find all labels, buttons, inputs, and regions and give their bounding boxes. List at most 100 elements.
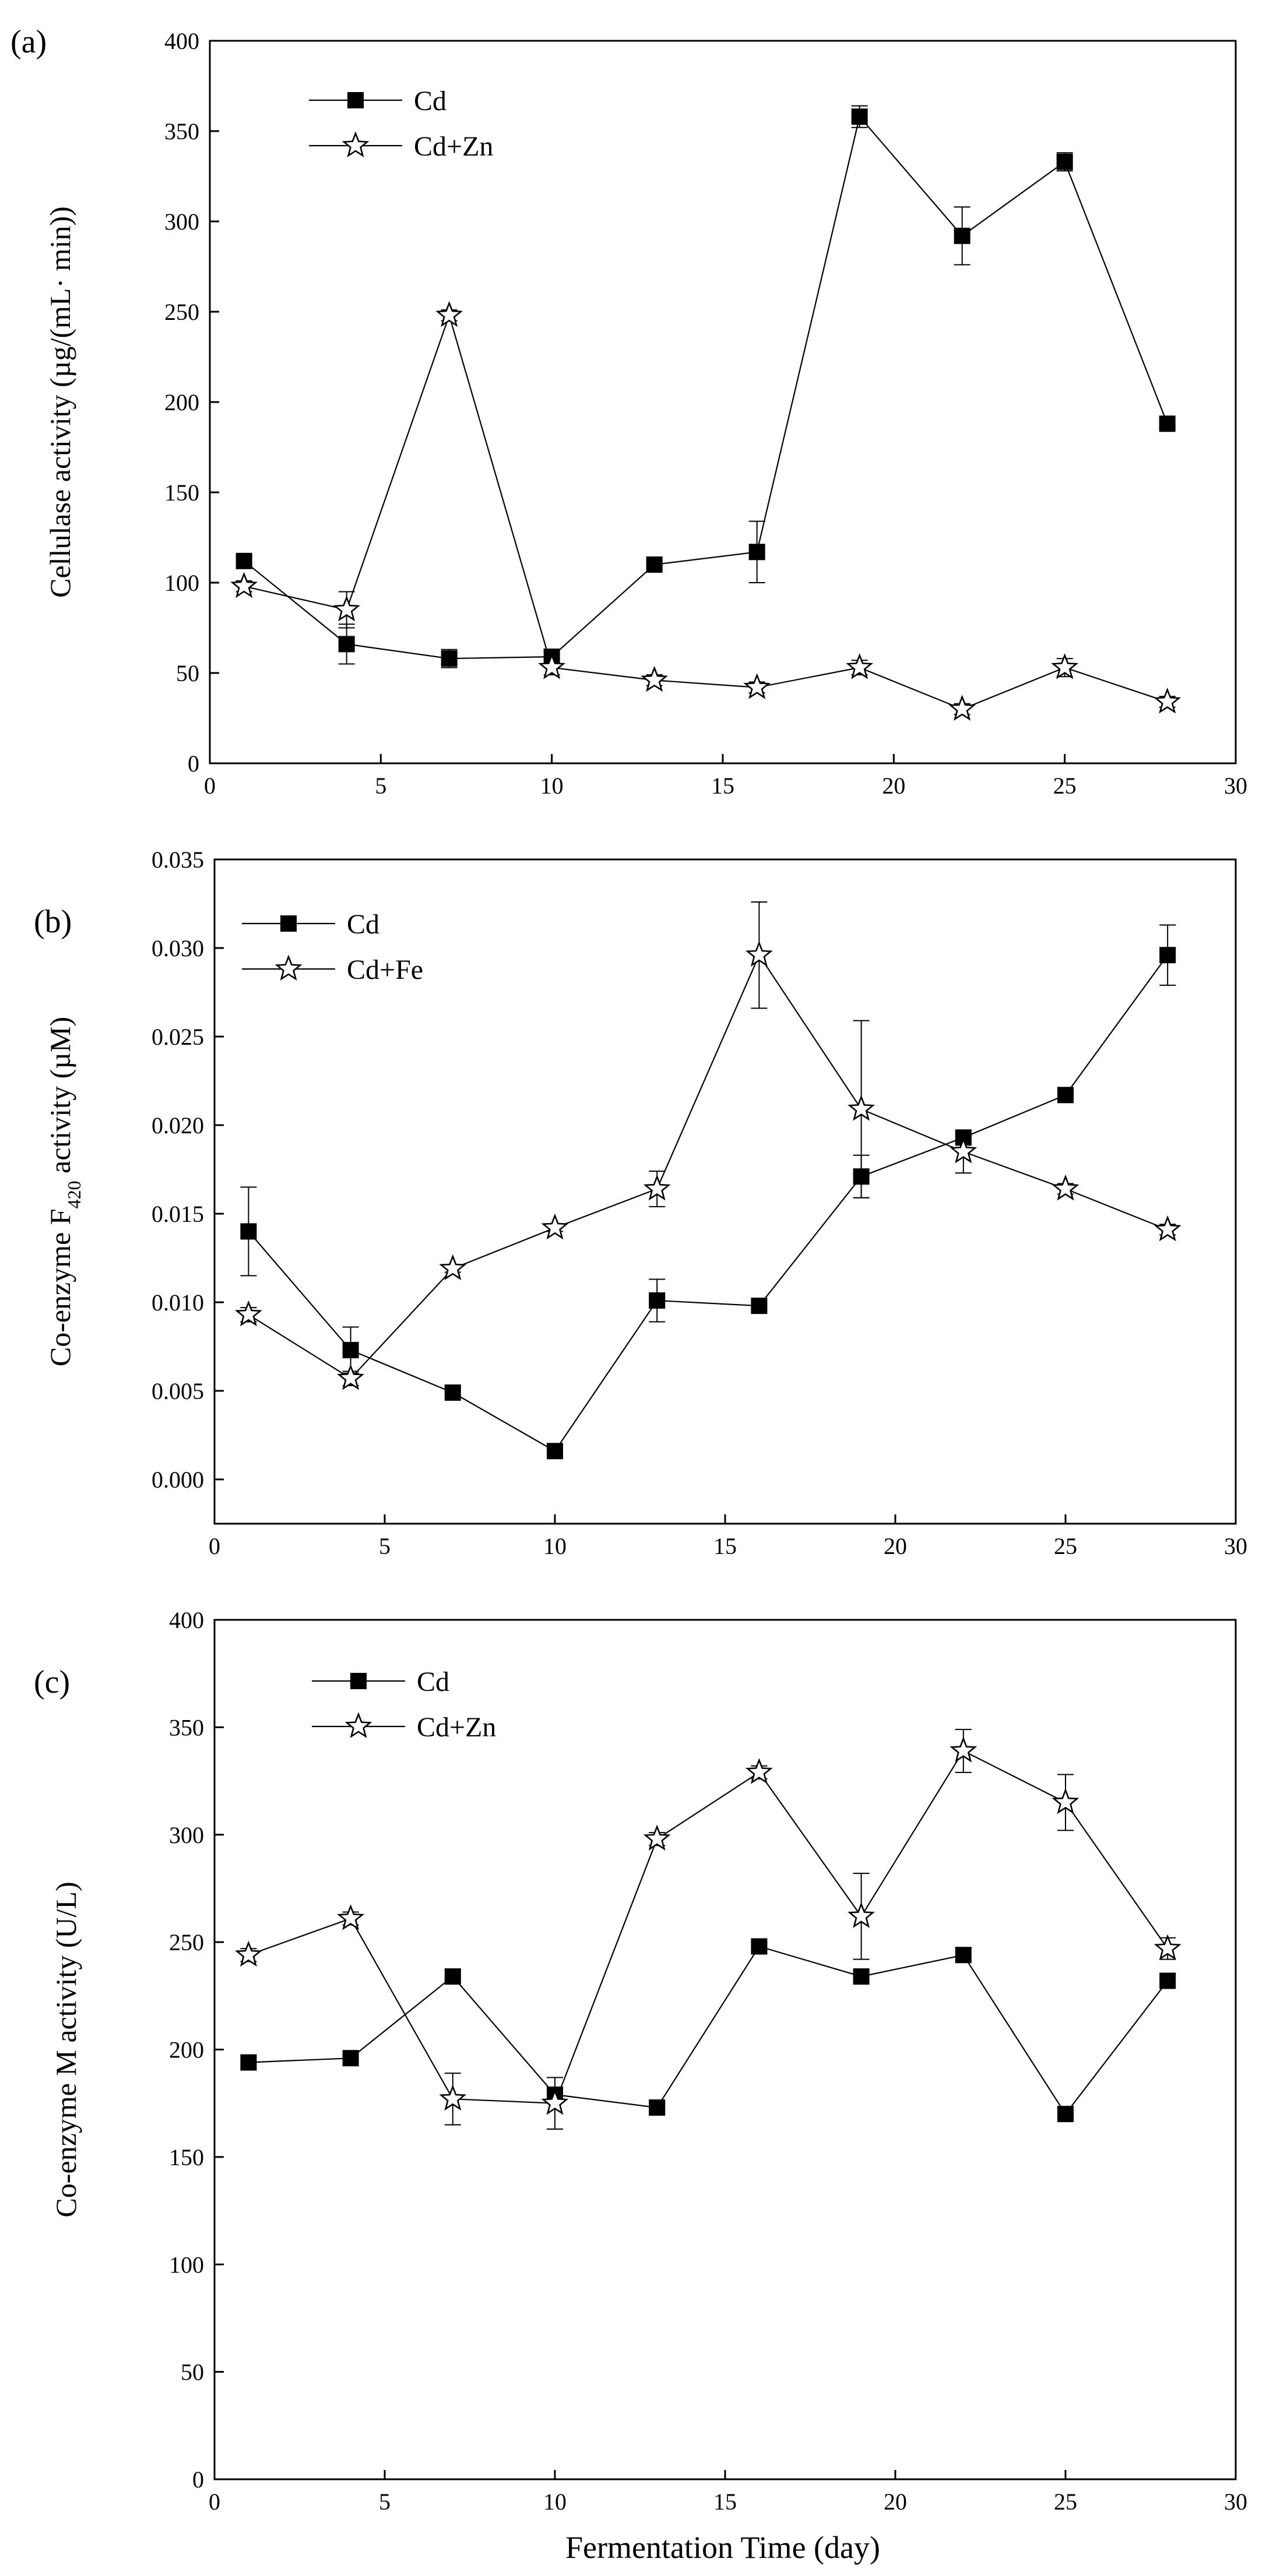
data-point xyxy=(1051,653,1079,679)
data-point xyxy=(1159,947,1176,964)
x-tick-label: 25 xyxy=(1054,2489,1077,2515)
panel-tag: (b) xyxy=(34,904,72,940)
series-line xyxy=(248,953,1168,1380)
data-point xyxy=(541,1213,569,1240)
data-point xyxy=(342,1342,359,1359)
legend-marker xyxy=(350,1673,367,1689)
legend-marker xyxy=(342,131,370,157)
legend-label: Cd xyxy=(414,86,446,117)
y-tick-label: 50 xyxy=(176,660,199,686)
y-tick-label: 350 xyxy=(169,1714,204,1740)
y-tick-label: 100 xyxy=(164,570,199,596)
y-tick-label: 0.010 xyxy=(152,1289,204,1316)
data-point xyxy=(851,108,868,125)
x-tick-label: 20 xyxy=(884,2489,907,2515)
data-point xyxy=(751,1938,768,1955)
x-tick-label: 10 xyxy=(543,2489,567,2515)
data-point xyxy=(230,572,258,598)
legend: Cd Cd+Zn xyxy=(309,86,493,162)
y-tick-label: 0.000 xyxy=(152,1467,204,1493)
data-point xyxy=(439,2084,467,2111)
legend-label: Cd xyxy=(347,909,379,940)
y-tick-label: 0 xyxy=(192,2466,204,2493)
series-square xyxy=(235,105,1176,668)
y-tick-label: 200 xyxy=(169,2037,204,2063)
data-point xyxy=(1154,1215,1181,1242)
y-tick-label: 0.020 xyxy=(152,1112,204,1139)
data-point xyxy=(444,1384,461,1401)
legend: Cd Cd+Fe xyxy=(242,909,423,985)
data-point xyxy=(954,227,970,244)
y-tick-label: 0.005 xyxy=(152,1378,204,1404)
data-point xyxy=(234,1940,262,1967)
series-star xyxy=(234,901,1181,1390)
x-tick-label: 30 xyxy=(1224,773,1247,799)
legend-label: Cd xyxy=(417,1666,449,1697)
y-tick-label: 250 xyxy=(169,1929,204,1955)
series-star xyxy=(230,301,1181,721)
x-tick-label: 0 xyxy=(209,2489,220,2515)
x-tick-label: 0 xyxy=(204,773,216,799)
y-axis-title-part: Co-enzyme F xyxy=(44,1208,76,1366)
data-point xyxy=(1159,1972,1176,1989)
data-point xyxy=(234,1300,262,1327)
x-tick-label: 20 xyxy=(882,773,905,799)
data-point xyxy=(1154,687,1181,714)
data-point xyxy=(444,1968,461,1985)
legend: Cd Cd+Zn xyxy=(312,1666,496,1743)
data-point xyxy=(538,653,566,679)
x-tick-label: 5 xyxy=(375,773,386,799)
series-line xyxy=(248,1750,1169,2104)
data-point xyxy=(1052,1174,1079,1201)
y-tick-label: 100 xyxy=(169,2251,204,2278)
x-tick-label: 25 xyxy=(1053,773,1077,799)
series-line xyxy=(244,313,1168,710)
y-tick-label: 0.015 xyxy=(152,1201,204,1227)
data-point xyxy=(439,1254,467,1281)
y-axis-title: Co-enzyme M activity (U/L) xyxy=(50,1881,82,2217)
series-star xyxy=(234,1729,1181,2130)
chart-panel-2: 0 5 10 15 20 25 30 0.000 0.005 0.010 0.015 0.020 0.0… xyxy=(34,847,1247,1559)
data-point xyxy=(745,1758,773,1784)
data-point xyxy=(950,1137,977,1164)
data-point xyxy=(337,1904,365,1930)
y-tick-label: 150 xyxy=(169,2144,204,2170)
x-tick-label: 20 xyxy=(884,1533,907,1559)
data-point xyxy=(846,653,874,679)
data-point xyxy=(337,1364,365,1390)
data-point xyxy=(541,2089,569,2115)
data-point xyxy=(955,1947,972,1964)
data-point xyxy=(848,1094,875,1121)
legend-label: Cd+Fe xyxy=(347,954,423,985)
y-tick-label: 0.025 xyxy=(152,1024,204,1050)
y-axis-title: Cellulase activity (µg/(mL· min)) xyxy=(44,206,76,598)
x-tick-label: 15 xyxy=(713,1533,737,1559)
legend-marker xyxy=(275,954,303,981)
y-tick-label: 0 xyxy=(188,750,199,777)
x-tick-label: 30 xyxy=(1224,1533,1247,1559)
legend-marker xyxy=(280,915,297,932)
x-tick-label: 10 xyxy=(543,1533,567,1559)
x-tick-label: 0 xyxy=(209,1533,220,1559)
data-point xyxy=(649,2099,666,2116)
y-tick-label: 300 xyxy=(169,1822,204,1848)
data-point xyxy=(743,673,771,699)
data-point xyxy=(333,595,361,622)
data-point xyxy=(649,1292,666,1309)
panel-tag: (c) xyxy=(34,1664,70,1700)
data-point xyxy=(745,940,773,967)
series-line xyxy=(248,1946,1169,2116)
data-point xyxy=(240,1223,257,1240)
series-line xyxy=(244,115,1168,660)
x-tick-label: 15 xyxy=(713,2489,737,2515)
data-point xyxy=(848,1902,875,1928)
data-point xyxy=(853,1968,870,1985)
y-tick-label: 400 xyxy=(164,28,199,54)
data-point xyxy=(1154,1934,1181,1961)
panel-tag: (a) xyxy=(10,24,47,60)
y-tick-label: 250 xyxy=(164,299,199,325)
data-point xyxy=(751,1298,768,1315)
data-point xyxy=(435,301,463,327)
